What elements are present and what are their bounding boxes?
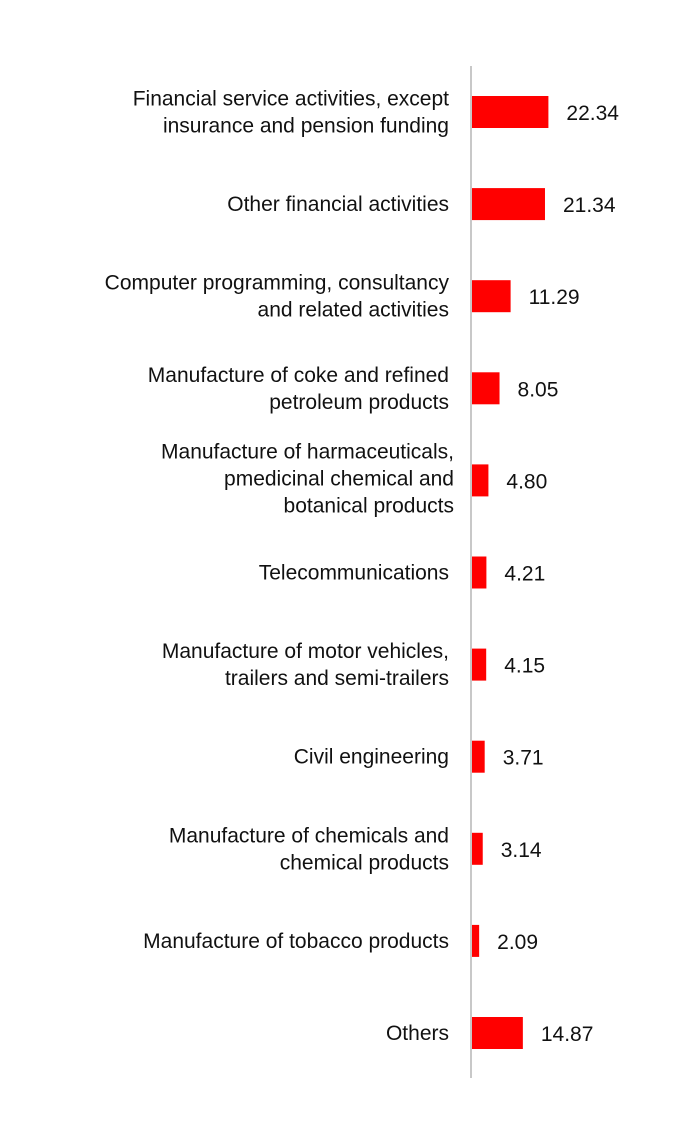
category-label-0-line-1: insurance and pension funding [163, 115, 449, 138]
category-label-2-line-0: Computer programming, consultancy [105, 272, 450, 295]
bars-group [472, 96, 549, 1049]
category-label-4-line-2: botanical products [284, 494, 454, 517]
value-label-9: 2.09 [497, 931, 538, 954]
value-label-5: 4.21 [504, 563, 545, 586]
category-label-10: Others [386, 1022, 449, 1045]
value-label-0: 22.34 [566, 102, 619, 125]
category-label-9: Manufacture of tobacco products [143, 930, 449, 953]
category-label-10-line-0: Others [386, 1022, 449, 1045]
category-label-5: Telecommunications [259, 562, 449, 585]
bar-6 [472, 648, 487, 681]
value-label-8: 3.14 [501, 839, 542, 862]
category-label-8-line-0: Manufacture of chemicals and [169, 824, 449, 847]
category-label-6-line-0: Manufacture of motor vehicles, [162, 640, 449, 663]
bar-10 [472, 1017, 523, 1049]
category-label-6-line-1: trailers and semi-trailers [225, 667, 449, 690]
category-label-3-line-1: petroleum products [269, 391, 449, 414]
category-label-8-line-1: chemical products [280, 851, 449, 874]
category-label-0-line-0: Financial service activities, except [133, 88, 449, 111]
category-label-4-line-0: Manufacture of harmaceuticals, [161, 440, 454, 463]
category-label-7: Civil engineering [294, 746, 449, 769]
value-label-2: 11.29 [529, 286, 580, 309]
category-label-2: Computer programming, consultancy and rel… [105, 272, 450, 322]
category-label-7-line-0: Civil engineering [294, 746, 449, 769]
value-label-7: 3.71 [503, 747, 544, 770]
value-labels-group: 22.34 21.34 11.29 8.05 4.80 4.21 4.15 3.71 3.14 2… [497, 102, 619, 1046]
value-label-3: 8.05 [518, 378, 559, 401]
category-label-3: Manufacture of coke and refined petroleum… [148, 364, 449, 414]
bar-2 [472, 280, 511, 313]
category-label-0: Financial service activities, except insu… [133, 88, 449, 138]
bar-1 [472, 188, 545, 221]
category-label-8: Manufacture of chemicals and chemical pro… [169, 824, 449, 874]
category-label-2-line-1: and related activities [258, 299, 449, 322]
category-label-4-line-1: pmedicinal chemical and [224, 467, 454, 490]
category-label-3-line-0: Manufacture of coke and refined [148, 364, 449, 387]
bar-8 [472, 832, 483, 865]
value-label-1: 21.34 [563, 194, 616, 217]
category-labels-group: Financial service activities, except insu… [105, 88, 454, 1046]
bar-0 [472, 96, 549, 128]
bar-3 [472, 372, 500, 405]
bar-7 [472, 740, 485, 773]
category-label-1-line-0: Other financial activities [227, 193, 449, 216]
value-label-10: 14.87 [541, 1023, 594, 1046]
bar-5 [472, 556, 487, 589]
bar-9 [472, 924, 480, 957]
category-label-1: Other financial activities [227, 193, 449, 216]
category-label-4: Manufacture of harmaceuticals, pmedicinal… [161, 440, 454, 517]
category-label-9-line-0: Manufacture of tobacco products [143, 930, 449, 953]
value-label-4: 4.80 [506, 470, 547, 493]
category-label-5-line-0: Telecommunications [259, 562, 449, 585]
category-label-6: Manufacture of motor vehicles, trailers a… [162, 640, 449, 690]
bar-4 [472, 464, 489, 497]
value-label-6: 4.15 [504, 655, 545, 678]
